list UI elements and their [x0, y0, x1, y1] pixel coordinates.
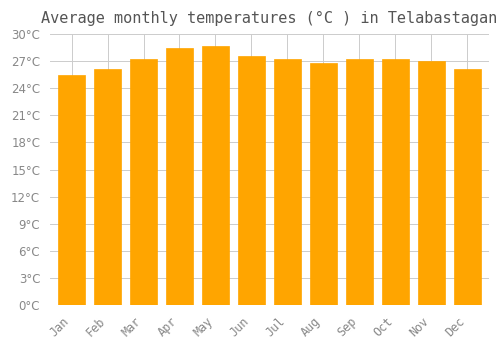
Bar [274, 60, 301, 305]
Title: Average monthly temperatures (°C ) in Telabastagan: Average monthly temperatures (°C ) in Te… [42, 11, 498, 26]
Bar [454, 69, 481, 305]
Bar [382, 58, 409, 305]
Bar [58, 75, 85, 305]
Bar [202, 46, 229, 305]
Bar [346, 60, 373, 305]
Bar [418, 61, 445, 305]
Bar [166, 48, 193, 305]
Bar [238, 56, 265, 305]
Bar [310, 63, 337, 305]
Bar [94, 69, 121, 305]
Bar [130, 58, 157, 305]
